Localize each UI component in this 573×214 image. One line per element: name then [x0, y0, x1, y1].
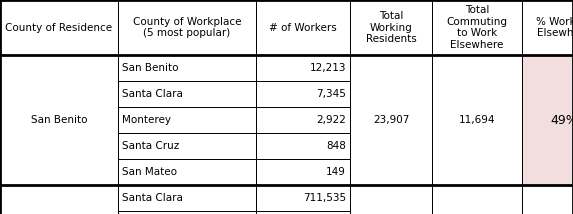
Bar: [432, 185, 522, 214]
Text: Total
Working
Residents: Total Working Residents: [366, 11, 417, 44]
Text: 11,694: 11,694: [459, 115, 495, 125]
Bar: [118, 81, 256, 107]
Text: County of Residence: County of Residence: [5, 22, 112, 33]
Text: Monterey: Monterey: [122, 115, 171, 125]
Text: San Benito: San Benito: [122, 63, 179, 73]
Bar: [118, 133, 256, 159]
Bar: [350, 185, 432, 214]
Bar: [256, 159, 350, 185]
Bar: [118, 211, 256, 214]
Bar: [522, 0, 573, 55]
Text: 23,907: 23,907: [373, 115, 409, 125]
Text: 711,535: 711,535: [303, 193, 346, 203]
Bar: [256, 107, 350, 133]
Bar: [256, 185, 350, 211]
Bar: [0, 0, 118, 55]
Bar: [256, 81, 350, 107]
Text: 149: 149: [326, 167, 346, 177]
Bar: [256, 133, 350, 159]
Text: Total
Commuting
to Work
Elsewhere: Total Commuting to Work Elsewhere: [446, 5, 508, 50]
Bar: [522, 55, 573, 185]
Text: 12,213: 12,213: [309, 63, 346, 73]
Bar: [118, 185, 256, 211]
Bar: [432, 55, 522, 185]
Bar: [118, 0, 256, 55]
Text: County of Workplace
(5 most popular): County of Workplace (5 most popular): [133, 17, 241, 38]
Text: 2,922: 2,922: [316, 115, 346, 125]
Bar: [118, 107, 256, 133]
Text: 7,345: 7,345: [316, 89, 346, 99]
Text: San Mateo: San Mateo: [122, 167, 177, 177]
Bar: [350, 0, 432, 55]
Text: % Working
Elsewhere: % Working Elsewhere: [536, 17, 573, 38]
Bar: [522, 185, 573, 214]
Bar: [118, 55, 256, 81]
Bar: [256, 211, 350, 214]
Text: 848: 848: [326, 141, 346, 151]
Bar: [118, 159, 256, 185]
Text: 49%: 49%: [550, 113, 573, 126]
Text: # of Workers: # of Workers: [269, 22, 337, 33]
Bar: [256, 55, 350, 81]
Text: Santa Clara: Santa Clara: [122, 193, 183, 203]
Text: San Benito: San Benito: [31, 115, 87, 125]
Bar: [432, 0, 522, 55]
Bar: [256, 0, 350, 55]
Bar: [350, 55, 432, 185]
Bar: [0, 185, 118, 214]
Text: Santa Cruz: Santa Cruz: [122, 141, 179, 151]
Text: Santa Clara: Santa Clara: [122, 89, 183, 99]
Bar: [0, 55, 118, 185]
